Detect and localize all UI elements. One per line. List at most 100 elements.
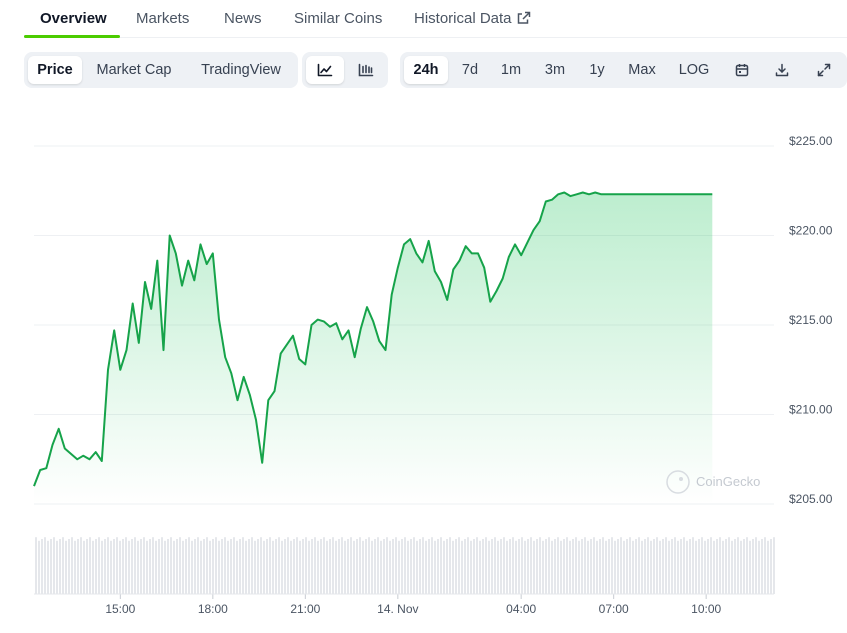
- candlestick-chart-button[interactable]: [348, 56, 384, 84]
- volume-bar: [758, 540, 760, 594]
- volume-bar: [335, 540, 337, 594]
- volume-bar: [362, 540, 364, 594]
- volume-bar: [476, 537, 478, 594]
- volume-bar: [149, 539, 151, 594]
- volume-bar: [590, 539, 592, 594]
- volume-bar: [746, 537, 748, 594]
- volume-bar: [578, 540, 580, 594]
- tab-historical-data[interactable]: Historical Data: [414, 10, 531, 27]
- volume-bar: [659, 540, 661, 594]
- coingecko-logo-icon: [666, 470, 690, 494]
- tab-markets[interactable]: Markets: [136, 10, 190, 27]
- volume-bar: [236, 540, 238, 594]
- volume-bar: [419, 539, 421, 594]
- volume-bar: [392, 539, 394, 594]
- range-max-button[interactable]: Max: [628, 62, 656, 78]
- volume-bar: [194, 539, 196, 594]
- volume-bar: [641, 540, 643, 594]
- y-tick-label: $225.00: [789, 134, 833, 148]
- volume-bar: [722, 540, 724, 594]
- volume-bar: [404, 537, 406, 594]
- volume-bar: [179, 537, 181, 594]
- tab-similar-coins[interactable]: Similar Coins: [294, 10, 383, 27]
- volume-bar: [662, 539, 664, 594]
- volume-bar: [434, 540, 436, 594]
- volume-bar: [467, 537, 469, 594]
- volume-bar: [422, 537, 424, 594]
- volume-bar: [56, 540, 58, 594]
- range-7d-button[interactable]: 7d: [461, 62, 479, 78]
- volume-bar: [350, 537, 352, 594]
- range-24h-button[interactable]: 24h: [404, 56, 448, 84]
- volume-bar: [386, 537, 388, 594]
- volume-bar: [212, 539, 214, 594]
- volume-bar: [44, 537, 46, 594]
- volume-bar: [263, 540, 265, 594]
- volume-bar: [692, 537, 694, 594]
- volume-bar: [227, 540, 229, 594]
- volume-bar: [395, 537, 397, 594]
- range-3m-button[interactable]: 3m: [544, 62, 566, 78]
- volume-bar: [275, 539, 277, 594]
- price-line: [33, 191, 713, 487]
- watermark-text: CoinGecko: [696, 474, 760, 489]
- volume-bar: [629, 537, 631, 594]
- volume-bar: [206, 537, 208, 594]
- volume-bar: [302, 539, 304, 594]
- volume-bar: [695, 540, 697, 594]
- volume-bar: [104, 539, 106, 594]
- volume-bar: [308, 540, 310, 594]
- date-picker-button[interactable]: [726, 56, 758, 84]
- line-chart-button[interactable]: [306, 56, 344, 84]
- volume-bar: [410, 539, 412, 594]
- market-cap-button[interactable]: Market Cap: [96, 62, 172, 78]
- range-1y-button[interactable]: 1y: [589, 62, 605, 78]
- volume-bar: [638, 537, 640, 594]
- x-tick-label: 21:00: [290, 602, 320, 616]
- tab-overview[interactable]: Overview: [40, 10, 107, 27]
- volume-bar: [425, 540, 427, 594]
- volume-bar: [530, 537, 532, 594]
- volume-bar: [581, 539, 583, 594]
- y-axis: $225.00 $220.00 $215.00 $210.00 $205.00: [789, 134, 833, 506]
- volume-bar: [482, 539, 484, 594]
- download-button[interactable]: [766, 56, 798, 84]
- fullscreen-button[interactable]: [806, 56, 842, 84]
- volume-bar: [119, 540, 121, 594]
- x-axis: 15:00 18:00 21:00 14. Nov 04:00 07:00 10:00: [34, 593, 774, 616]
- volume-bar: [752, 539, 754, 594]
- active-tab-indicator: [24, 35, 120, 38]
- coingecko-watermark: CoinGecko: [666, 470, 760, 494]
- volume-bar: [767, 540, 769, 594]
- coingecko-logo-eye: [679, 477, 683, 481]
- volume-bar: [173, 540, 175, 594]
- tradingview-button[interactable]: TradingView: [201, 62, 281, 78]
- volume-bar: [254, 540, 256, 594]
- volume-bar: [80, 537, 82, 594]
- tab-news[interactable]: News: [224, 10, 262, 27]
- volume-bar: [503, 537, 505, 594]
- price-button[interactable]: Price: [28, 56, 82, 84]
- volume-bar: [245, 540, 247, 594]
- volume-bar: [605, 540, 607, 594]
- volume-bar: [524, 540, 526, 594]
- volume-bar: [158, 539, 160, 594]
- volume-bar: [209, 540, 211, 594]
- volume-bar: [761, 539, 763, 594]
- range-1m-button[interactable]: 1m: [500, 62, 522, 78]
- volume-bar: [545, 539, 547, 594]
- volume-bar: [296, 537, 298, 594]
- volume-bar: [311, 539, 313, 594]
- volume-bar: [95, 539, 97, 594]
- volume-bar: [122, 539, 124, 594]
- volume-bar: [341, 537, 343, 594]
- volume-bar: [332, 537, 334, 594]
- volume-bar: [74, 540, 76, 594]
- volume-bar: [215, 537, 217, 594]
- volume-bar: [674, 537, 676, 594]
- volume-bar: [539, 537, 541, 594]
- volume-bar: [680, 539, 682, 594]
- volume-bar: [116, 537, 118, 594]
- log-scale-button[interactable]: LOG: [678, 62, 710, 78]
